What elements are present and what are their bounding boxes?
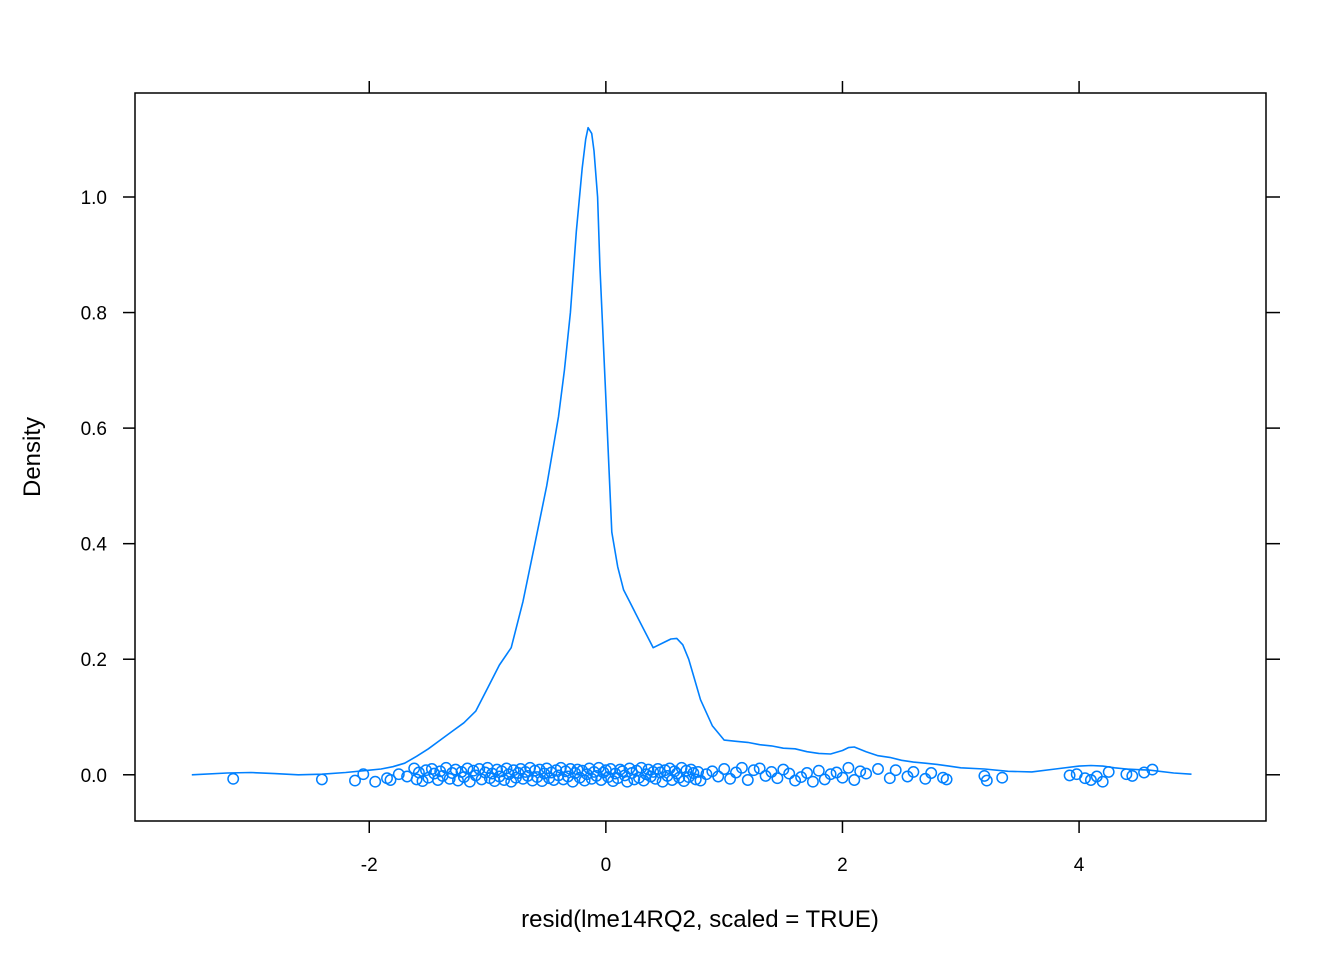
residual-point [578, 774, 591, 787]
residual-point [475, 773, 488, 786]
residual-point [747, 764, 760, 777]
residual-point [848, 774, 861, 786]
residual-point [443, 772, 456, 785]
residual-point [741, 774, 754, 786]
residual-point [369, 775, 382, 788]
residual-point [461, 762, 474, 775]
residual-point [724, 772, 737, 785]
y-tick-label: 0.6 [81, 419, 107, 440]
residual-point [783, 767, 796, 780]
x-axis-title: resid(lme14RQ2, scaled = TRUE) [521, 906, 879, 933]
residual-point [806, 775, 819, 788]
residual-point [789, 774, 802, 787]
residual-point [795, 771, 808, 784]
residual-point [925, 767, 938, 779]
residual-point [463, 775, 476, 788]
residual-point [860, 767, 873, 780]
residual-point [392, 768, 405, 781]
residual-point [685, 763, 697, 776]
y-tick-label: 0.0 [81, 766, 107, 787]
residual-point [449, 763, 462, 776]
residual-point [1138, 766, 1151, 779]
residual-point [759, 769, 772, 782]
y-tick-label: 0.2 [81, 650, 107, 671]
y-tick-label: 1.0 [81, 188, 107, 209]
x-tick-label: -2 [361, 855, 378, 876]
residual-point [694, 774, 707, 787]
residual-point [410, 773, 423, 786]
density-curve [191, 126, 1192, 776]
residual-point [753, 762, 766, 775]
residual-point [824, 768, 837, 781]
residual-point [446, 767, 459, 779]
residual-point [571, 763, 584, 776]
residual-point [836, 771, 849, 784]
y-tick-label: 0.8 [81, 304, 107, 325]
series-layer [191, 126, 1192, 788]
residual-point [689, 773, 702, 786]
residual-point [687, 767, 700, 779]
residual-point [536, 775, 548, 788]
residual-point [712, 770, 725, 783]
residual-point [1146, 763, 1159, 776]
residual-point [801, 767, 813, 779]
residual-point [680, 764, 693, 777]
x-tick-label: 4 [1074, 855, 1085, 876]
plot-panel-border [134, 92, 1267, 822]
residual-point [315, 773, 328, 786]
residual-point [384, 774, 397, 786]
residual-point [940, 773, 953, 786]
residual-point [812, 764, 825, 777]
axis-tick-labels: -2 0 2 4 0.0 0.2 0.4 0.6 0.8 1.0 [81, 188, 1085, 876]
residual-point [996, 771, 1009, 784]
residual-point [349, 774, 361, 787]
residual-point [1102, 765, 1115, 778]
x-tick-label: 0 [601, 855, 612, 876]
y-axis-title: Density [19, 417, 46, 497]
residual-point [692, 765, 705, 778]
residual-point [1079, 772, 1091, 785]
residual-point [889, 764, 902, 777]
residual-point [1126, 769, 1139, 782]
residual-point [907, 765, 920, 778]
residual-point [500, 762, 513, 775]
residual-point [771, 772, 784, 785]
residual-point [718, 763, 731, 775]
residual-point [872, 763, 884, 775]
residual-point [1096, 775, 1109, 788]
residual-point [357, 768, 370, 781]
residual-point [842, 761, 855, 774]
residual-point [700, 768, 713, 781]
residual-point [883, 772, 896, 785]
x-tick-label: 2 [837, 855, 848, 876]
residual-point [566, 775, 579, 788]
residual-point [416, 775, 429, 788]
residual-point [1084, 774, 1097, 786]
residual-point [1063, 769, 1076, 782]
residual-point [595, 774, 608, 786]
residual-point [428, 767, 441, 780]
residual-point [765, 765, 778, 778]
residual-point [227, 772, 240, 785]
residual-point [854, 765, 867, 778]
residual-point [1120, 768, 1133, 781]
axis-ticks [123, 81, 1280, 833]
residual-point [777, 763, 790, 776]
residual-point [735, 761, 748, 774]
y-tick-label: 0.4 [81, 535, 108, 556]
residual-point [980, 774, 993, 787]
